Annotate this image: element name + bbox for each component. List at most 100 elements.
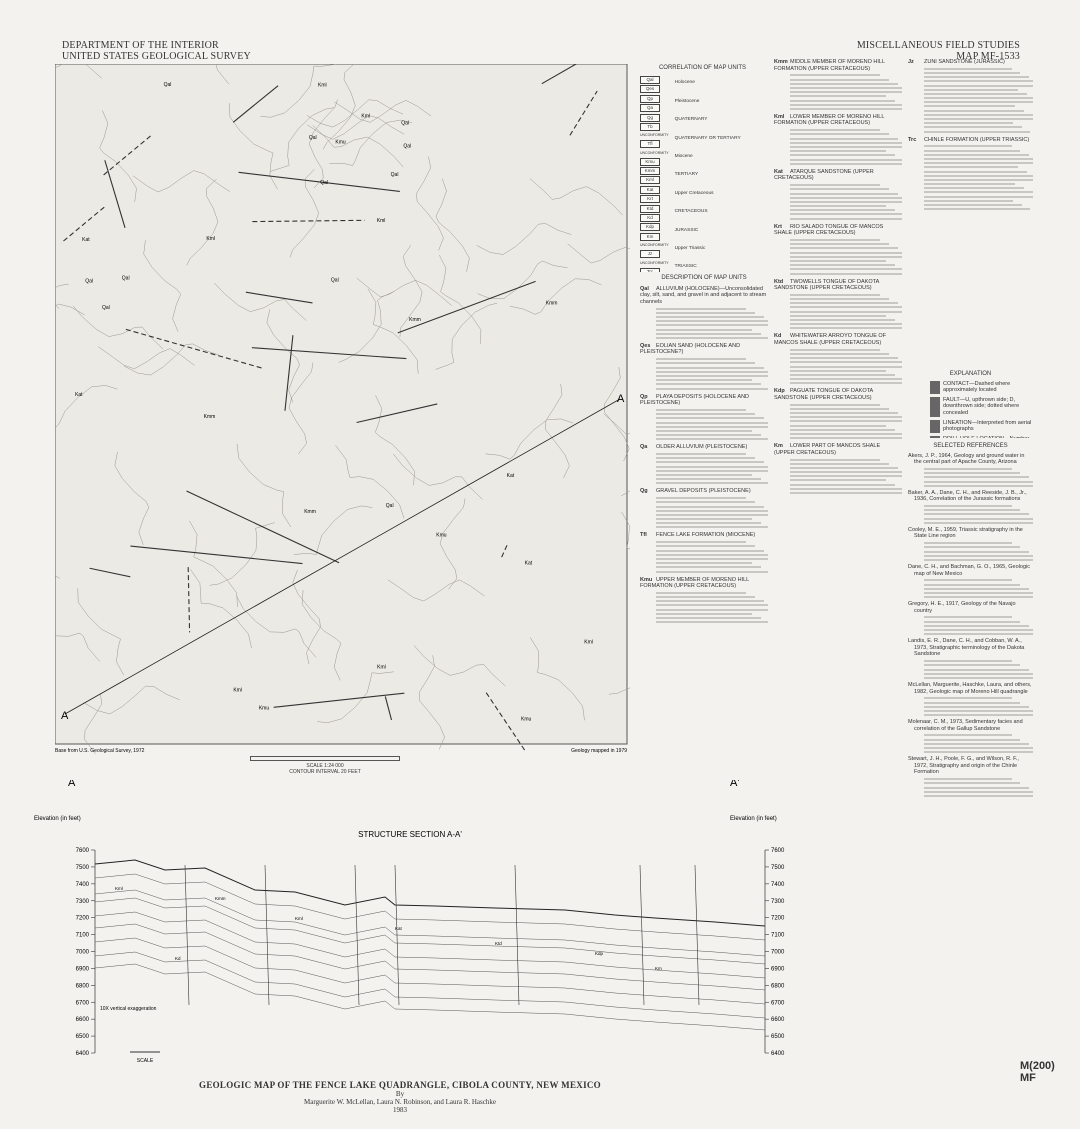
description-column: Kmm MIDDLE MEMBER OF MORENO HILL FORMATIO… [774,55,902,745]
text-line [924,157,1033,160]
age-label: Upper Cretaceous [674,190,714,196]
text-line [790,205,886,208]
fault [104,160,126,228]
text-line [924,705,1029,708]
agency: DEPARTMENT OF THE INTERIOR UNITED STATES… [62,40,251,62]
text-line [790,428,895,431]
text-line [790,247,898,250]
y-tick-label: 6700 [76,1000,90,1006]
contour [55,64,102,79]
text-line [656,465,768,468]
contour [387,579,485,602]
unit-code: Qp [640,393,648,400]
text-line [924,786,1029,789]
description-title: DESCRIPTION OF MAP UNITS [661,275,747,281]
fault [232,85,279,123]
y-tick-label: 7500 [771,865,785,871]
unit-name: PAGUATE TONGUE OF DAKOTA SANDSTONE (UPPE… [774,388,873,401]
text-line [656,469,768,472]
authors: Marguerite W. McLellan, Laura N. Robinso… [304,1098,496,1106]
y-tick-label: 6700 [771,1000,785,1006]
fault [238,171,400,192]
text-line [790,327,902,330]
contour [266,309,300,403]
unit-box: Kd [640,214,660,223]
text-line [656,545,755,548]
unit-code: Qes [640,342,651,349]
y-tick-label: 7200 [771,916,785,922]
y-tick-label: 7500 [76,865,90,871]
fault [485,692,526,752]
text-line [924,668,1029,671]
base-note: Base from U.S. Geological Survey, 1972 [55,748,145,754]
unit-code: Krt [774,223,782,230]
contour [55,632,101,662]
text-line [790,133,889,136]
text-line [924,709,1033,712]
agency-line: DEPARTMENT OF THE INTERIOR [62,40,219,51]
contour [270,107,335,172]
text-line [790,293,880,296]
text-line [656,375,768,377]
unit-name: LOWER PART OF MANCOS SHALE (UPPER CRETAC… [774,443,881,456]
text-line [790,483,895,486]
text-line [790,154,895,157]
text-line [790,412,898,414]
age-labels: Holocene Pleistocene QUATERNARY QUATERNARY … [675,75,741,272]
text-line [924,517,1033,520]
map-unit-label: Qal [386,503,394,509]
text-line [790,424,886,427]
contour [186,178,219,266]
text-line [924,624,1029,627]
contour [356,277,452,306]
fault [273,692,405,708]
explanation: EXPLANATION CONTACT—Dashed where approxi… [908,368,1033,438]
by: By [395,1090,405,1098]
y-tick-label: 7300 [76,899,90,905]
contour [329,119,412,166]
map-unit-label: Qal [403,144,411,150]
unit-code: Kdp [774,388,785,395]
reference: Akers, J. P., 1964, Geology and ground w… [908,452,1025,466]
text-line [790,466,898,469]
references-title: SELECTED REFERENCES [933,443,1008,449]
unit-entry: Krt RIO SALADO TONGUE OF MANCOS SHALE (UP… [774,224,902,237]
text-line [924,701,1021,704]
text-line [924,92,1027,95]
y-tick-label: 7600 [771,848,785,854]
text-line [924,204,1022,206]
text-line [656,429,752,432]
text-line [924,672,1033,675]
text-line [924,149,1021,152]
fault [60,206,105,244]
text-line [790,471,902,474]
unit-entry: Kat ATARQUE SANDSTONE (UPPER CRETACEOUS) [774,169,902,182]
map-unit-label: Kml [361,114,370,120]
age-label: Miocene [674,154,693,160]
text-line [656,417,764,420]
y-tick-label: 6800 [76,983,90,989]
y-tick-label: 6900 [76,966,90,972]
text-line [790,74,880,77]
text-line [790,487,902,490]
unit-box: Qa [640,104,660,113]
contour [509,278,602,315]
text-line [790,158,902,161]
age-label: Pleistocene [674,98,700,104]
text-line [924,183,1016,186]
text-line [790,403,880,406]
text-line [924,616,1012,619]
contour [214,282,307,321]
age-label: JURASSIC [674,227,699,233]
reference: Landis, E. R., Dane, C. H., and Cobban, … [908,638,1025,658]
text-line [656,608,768,611]
text-line [656,332,761,335]
fault [187,567,191,633]
text-line [656,617,761,620]
text-line [924,734,1012,737]
contour [209,522,275,586]
explanation-title: EXPLANATION [949,371,992,377]
section-fault [264,864,270,1006]
reference: Cooley, M. E., 1959, Triassic stratigrap… [908,526,1023,540]
text-line [924,676,1033,679]
